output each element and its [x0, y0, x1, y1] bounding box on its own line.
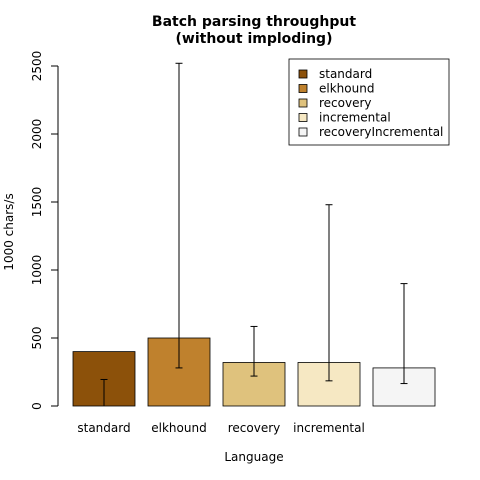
- legend-label: incremental: [319, 111, 391, 125]
- legend-label: elkhound: [319, 82, 374, 96]
- y-tick-label: 1000: [30, 255, 44, 286]
- x-tick-labels: standard elkhound recovery incremental: [77, 421, 364, 435]
- y-axis: 0 500 1000 1500 2000 2500: [30, 51, 59, 410]
- y-tick-label: 2500: [30, 51, 44, 82]
- legend-box: [288, 58, 450, 146]
- legend-swatch: [298, 127, 308, 137]
- legend-swatch: [298, 113, 308, 122]
- legend-swatch: [298, 69, 308, 79]
- legend-swatch: [298, 98, 308, 108]
- y-tick-label: 0: [30, 402, 44, 410]
- legend-swatch: [298, 84, 308, 93]
- y-axis-label: 1000 chars/s: [2, 193, 16, 270]
- y-tick-label: 1500: [30, 187, 44, 218]
- legend-label: standard: [319, 67, 372, 81]
- legend-label: recoveryIncremental: [319, 125, 443, 139]
- x-axis-label: Language: [224, 450, 283, 464]
- legend-label: recovery: [319, 96, 372, 110]
- x-tick-label: incremental: [293, 421, 365, 435]
- y-tick-label: 500: [30, 327, 44, 350]
- x-tick-label: elkhound: [151, 421, 206, 435]
- legend: standardelkhoundrecoveryincrementalrecov…: [288, 58, 450, 146]
- chart-title-line1: Batch parsing throughput: [152, 14, 356, 30]
- x-tick-label: recovery: [228, 421, 281, 435]
- y-tick-label: 2000: [30, 119, 44, 150]
- chart-title-line2: (without imploding): [176, 31, 333, 47]
- error-bars-group: [100, 62, 408, 406]
- x-tick-label: standard: [77, 421, 130, 435]
